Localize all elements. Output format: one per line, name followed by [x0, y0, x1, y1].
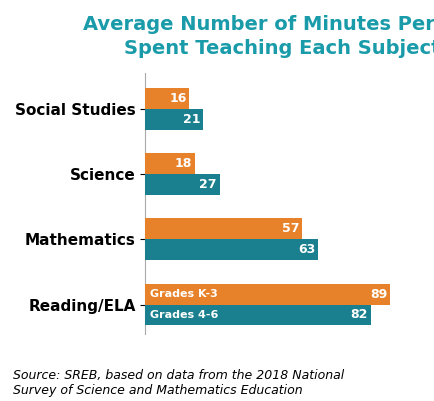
Text: 57: 57 — [281, 222, 299, 235]
Text: 63: 63 — [298, 243, 315, 256]
Title: Average Number of Minutes Per Day
Spent Teaching Each Subject: Average Number of Minutes Per Day Spent … — [82, 15, 434, 57]
Bar — [145, 219, 301, 239]
Text: 82: 82 — [350, 308, 367, 322]
Bar — [145, 88, 189, 109]
Text: Source: SREB, based on data from the 2018 National
Survey of Science and Mathema: Source: SREB, based on data from the 201… — [13, 369, 343, 397]
Bar — [145, 153, 194, 174]
Text: Grades 4-6: Grades 4-6 — [149, 310, 217, 320]
Text: Grades K-3: Grades K-3 — [149, 289, 217, 299]
Bar — [145, 284, 389, 304]
Bar — [145, 304, 370, 325]
Bar — [145, 109, 203, 130]
Text: 21: 21 — [182, 113, 200, 126]
Text: 16: 16 — [169, 92, 186, 105]
Text: 18: 18 — [174, 157, 192, 170]
Bar — [145, 239, 318, 260]
Text: 27: 27 — [199, 178, 217, 191]
Text: 89: 89 — [369, 288, 386, 301]
Bar — [145, 174, 219, 195]
